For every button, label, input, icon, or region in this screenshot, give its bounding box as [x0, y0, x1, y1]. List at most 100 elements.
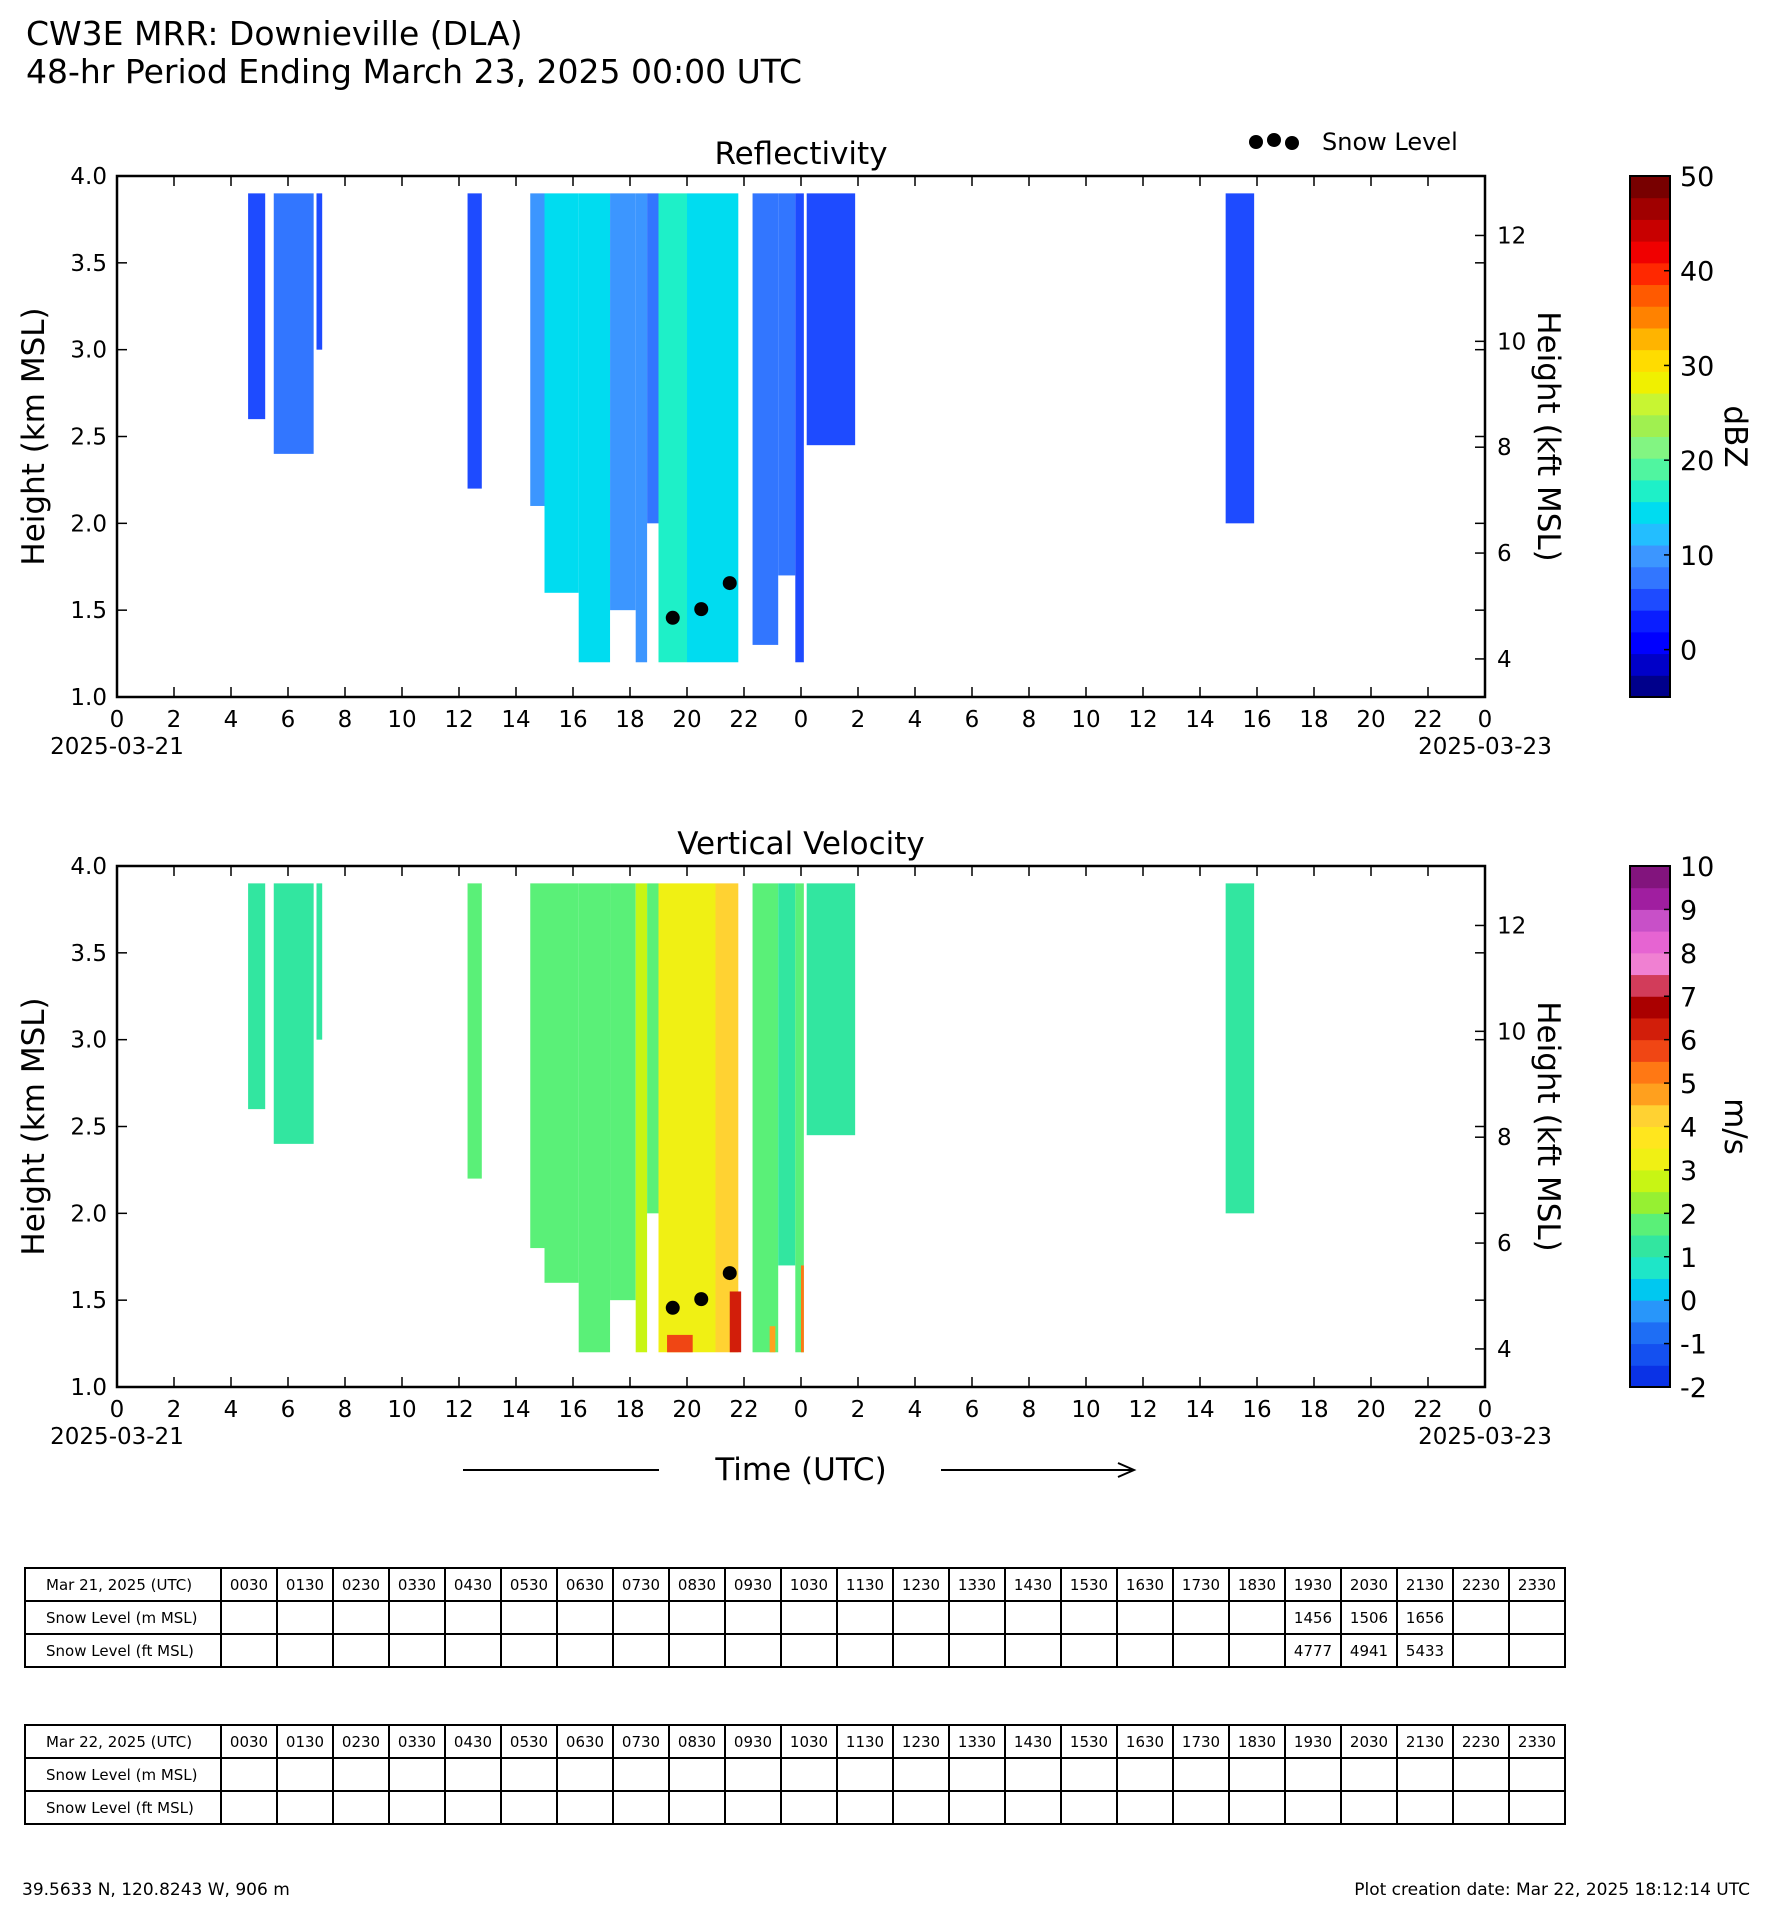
colorbar-swatch	[1630, 1039, 1670, 1062]
colorbar-swatch	[1630, 176, 1670, 199]
table-cell	[332, 1633, 390, 1668]
colorbar-tick-label: 40	[1680, 257, 1714, 288]
snow-level-table-mar21: Mar 21, 2025 (UTC) 0030 0130 0230 0330 0430 05…	[24, 1567, 1566, 1668]
table-cell	[1116, 1790, 1174, 1825]
colorbar-swatch	[1630, 996, 1670, 1019]
table-header-row: Mar 21, 2025 (UTC) 0030 0130 0230 0330 0430 05…	[24, 1567, 1566, 1602]
table-cell: 2330	[1508, 1724, 1566, 1759]
table-cell	[1508, 1633, 1566, 1668]
table-cell	[1228, 1790, 1286, 1825]
echo-column	[806, 193, 856, 446]
x-tick-label: 2	[167, 707, 182, 733]
echo-column	[248, 883, 266, 1110]
table-cell	[332, 1600, 390, 1635]
echo-column	[715, 193, 739, 663]
snow-level-legend: Snow Level	[1249, 128, 1458, 156]
table-cell	[668, 1600, 726, 1635]
colorbar-swatch	[1630, 393, 1670, 416]
legend-label: Snow Level	[1322, 128, 1458, 156]
colorbar-tick-label: 1	[1680, 1243, 1697, 1274]
table-cell	[1172, 1633, 1230, 1668]
x-tick-label: 6	[281, 707, 296, 733]
table-cell: 0630	[556, 1724, 614, 1759]
table-cell: 2330	[1508, 1567, 1566, 1602]
table-cell	[1116, 1633, 1174, 1668]
x-tick-label: 0	[110, 707, 125, 733]
table-cell: 1030	[780, 1567, 838, 1602]
table-cell: 0930	[724, 1724, 782, 1759]
table-row: Snow Level (m MSL)	[24, 1757, 1566, 1792]
colorbar: -2 -1 0 1 2 3 4 5 6 7 8 9 10 m/s	[1629, 852, 1753, 1404]
colorbar: 0 10 20 30 40 50 dBZ	[1629, 162, 1753, 698]
table-cell	[1004, 1757, 1062, 1792]
colorbar-swatch	[1630, 675, 1670, 698]
row-label: Snow Level (ft MSL)	[24, 1790, 222, 1825]
colorbar-tick-label: 2	[1680, 1199, 1697, 1230]
colorbar-swatch	[1630, 479, 1670, 503]
colorbar-swatch	[1630, 566, 1670, 589]
table-cell	[220, 1633, 278, 1668]
table-cell	[668, 1790, 726, 1825]
x-tick-label: 22	[729, 707, 758, 733]
table-cell	[444, 1790, 502, 1825]
x-date-end: 2025-03-23	[1418, 1424, 1552, 1450]
colorbar-frame	[1629, 175, 1671, 698]
colorbar-swatch	[1630, 306, 1670, 329]
x-tick-label: 2	[851, 707, 866, 733]
echo-column	[273, 883, 314, 1144]
x-tick-label: 22	[1413, 1397, 1442, 1423]
table-cell: 0730	[612, 1567, 670, 1602]
table-cell	[556, 1600, 614, 1635]
table-cell	[724, 1757, 782, 1792]
snow-level-point	[694, 1292, 709, 1307]
table-cell: 2130	[1396, 1567, 1454, 1602]
colorbar-label: dBZ	[1717, 405, 1753, 467]
colorbar-swatch	[1630, 197, 1670, 220]
echo-column	[687, 883, 716, 1353]
snow-level-table-mar22: Mar 22, 2025 (UTC) 0030 0130 0230 0330 0430 05…	[24, 1724, 1566, 1825]
echo-column	[530, 883, 545, 1249]
table-cell	[724, 1600, 782, 1635]
colorbar-swatch	[1630, 545, 1670, 568]
table-cell	[780, 1757, 838, 1792]
x-tick-label: 4	[224, 707, 239, 733]
table-cell	[1004, 1633, 1062, 1668]
colorbar-swatch	[1630, 1235, 1670, 1258]
colorbar-swatch	[1630, 523, 1670, 546]
table-cell: 0530	[500, 1724, 558, 1759]
table-cell	[892, 1790, 950, 1825]
colorbar-swatch	[1630, 1321, 1670, 1345]
table-cell	[1340, 1757, 1398, 1792]
colorbar-swatch	[1630, 1365, 1670, 1388]
table-cell	[444, 1633, 502, 1668]
y-tick-right-label: 10	[1497, 329, 1526, 355]
table-cell: 1506	[1340, 1600, 1398, 1635]
table-cell: 1656	[1396, 1600, 1454, 1635]
echo-column	[1225, 883, 1255, 1214]
y-tick-right-label: 10	[1497, 1019, 1526, 1045]
colorbar-swatch	[1630, 588, 1670, 611]
y-axis-label: Height (km MSL)	[16, 997, 52, 1255]
x-tick-label: 20	[672, 1397, 701, 1423]
y-tick-label: 3.5	[70, 941, 107, 967]
echo-column	[647, 883, 659, 1214]
y-tick-label: 4.0	[70, 854, 107, 880]
table-cell	[836, 1757, 894, 1792]
y-tick-label: 3.0	[70, 1028, 107, 1054]
x-tick-label: 18	[615, 707, 644, 733]
table-cell	[612, 1600, 670, 1635]
x-tick-label: 0	[110, 1397, 125, 1423]
colorbar-swatch	[1630, 931, 1670, 954]
echo-column	[467, 193, 482, 489]
x-tick-label: 18	[1299, 707, 1328, 733]
colorbar-tick-label: 4	[1680, 1113, 1697, 1144]
reflectivity-chart: 1.0 1.5 2.0 2.5 3.0 3.5 4.0 4 6 8 10 12 0 2 4 6 8 10 12 14 1…	[16, 128, 1753, 760]
colorbar-swatch	[1630, 952, 1670, 976]
colorbar-swatch	[1630, 1169, 1670, 1193]
table-cell	[1060, 1757, 1118, 1792]
x-tick-label: 0	[794, 707, 809, 733]
y-tick-right-label: 12	[1497, 913, 1526, 939]
table-cell	[948, 1790, 1006, 1825]
echo-column	[647, 193, 659, 524]
echo-column	[635, 193, 648, 663]
